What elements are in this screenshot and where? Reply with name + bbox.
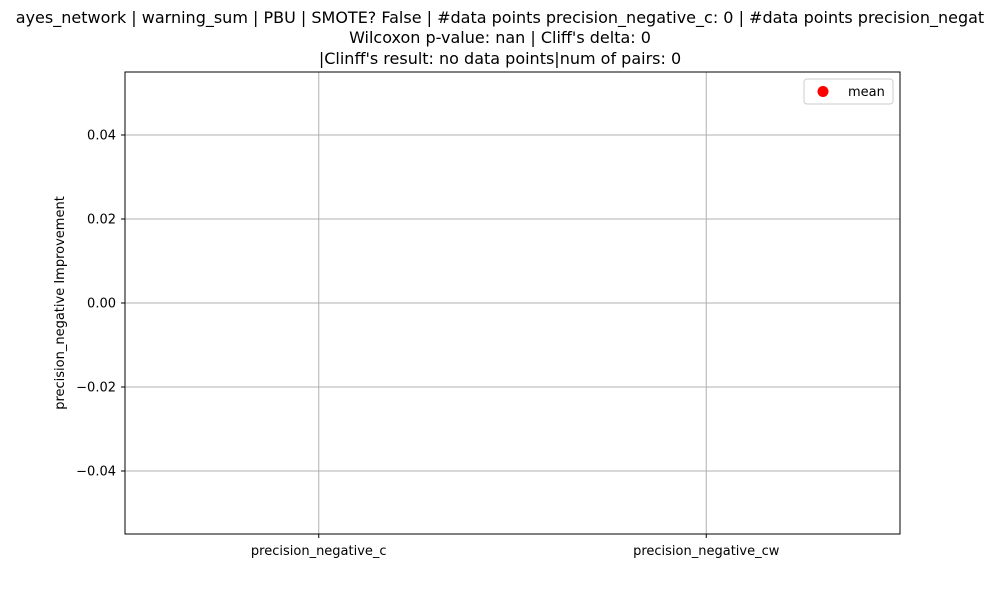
legend-mean-marker-icon (817, 86, 829, 97)
grid-lines (125, 72, 900, 534)
x-axis-ticks: precision_negative_c precision_negative_c… (251, 534, 780, 559)
y-tick-label: −0.02 (76, 381, 116, 396)
chart-title-line-2: Wilcoxon p-value: nan | Cliff's delta: 0 (349, 28, 651, 47)
y-tick-label: 0.02 (87, 213, 116, 228)
legend: mean (803, 78, 894, 105)
y-axis-label: precision_negative Improvement (53, 196, 68, 410)
legend-label-mean: mean (848, 85, 885, 100)
chart-title-line-1: ayes_network | warning_sum | PBU | SMOTE… (15, 8, 985, 27)
y-tick-label: −0.04 (76, 465, 116, 480)
y-tick-label: 0.00 (87, 297, 116, 312)
y-axis-ticks: 0.04 0.02 0.00 −0.02 −0.04 (76, 129, 125, 480)
x-tick-label: precision_negative_c (251, 544, 387, 559)
chart-title-line-3: |Clinff's result: no data points|num of … (318, 49, 682, 68)
x-tick-label: precision_negative_cw (633, 544, 780, 559)
y-tick-label: 0.04 (87, 129, 116, 144)
legend-box (803, 78, 894, 105)
